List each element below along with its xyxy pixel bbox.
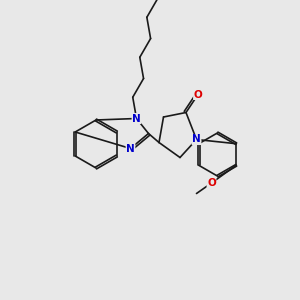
Text: O: O bbox=[194, 89, 202, 100]
Text: O: O bbox=[207, 178, 216, 188]
Text: N: N bbox=[126, 143, 135, 154]
Text: N: N bbox=[132, 113, 141, 124]
Text: N: N bbox=[192, 134, 201, 145]
